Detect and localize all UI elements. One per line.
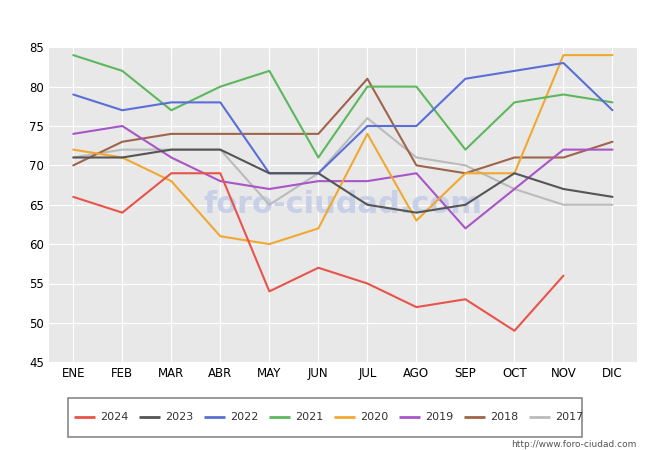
Text: 2021: 2021	[295, 412, 323, 423]
Text: http://www.foro-ciudad.com: http://www.foro-ciudad.com	[512, 440, 637, 449]
Text: 2017: 2017	[555, 412, 583, 423]
FancyBboxPatch shape	[68, 398, 582, 436]
Text: foro-ciudad.com: foro-ciudad.com	[203, 190, 482, 219]
Text: 2022: 2022	[230, 412, 259, 423]
Text: 2018: 2018	[490, 412, 518, 423]
Text: 2019: 2019	[425, 412, 453, 423]
Text: Afiliados en Chera a 30/11/2024: Afiliados en Chera a 30/11/2024	[180, 9, 470, 27]
Text: 2024: 2024	[100, 412, 129, 423]
Text: 2023: 2023	[165, 412, 193, 423]
Text: 2020: 2020	[360, 412, 388, 423]
